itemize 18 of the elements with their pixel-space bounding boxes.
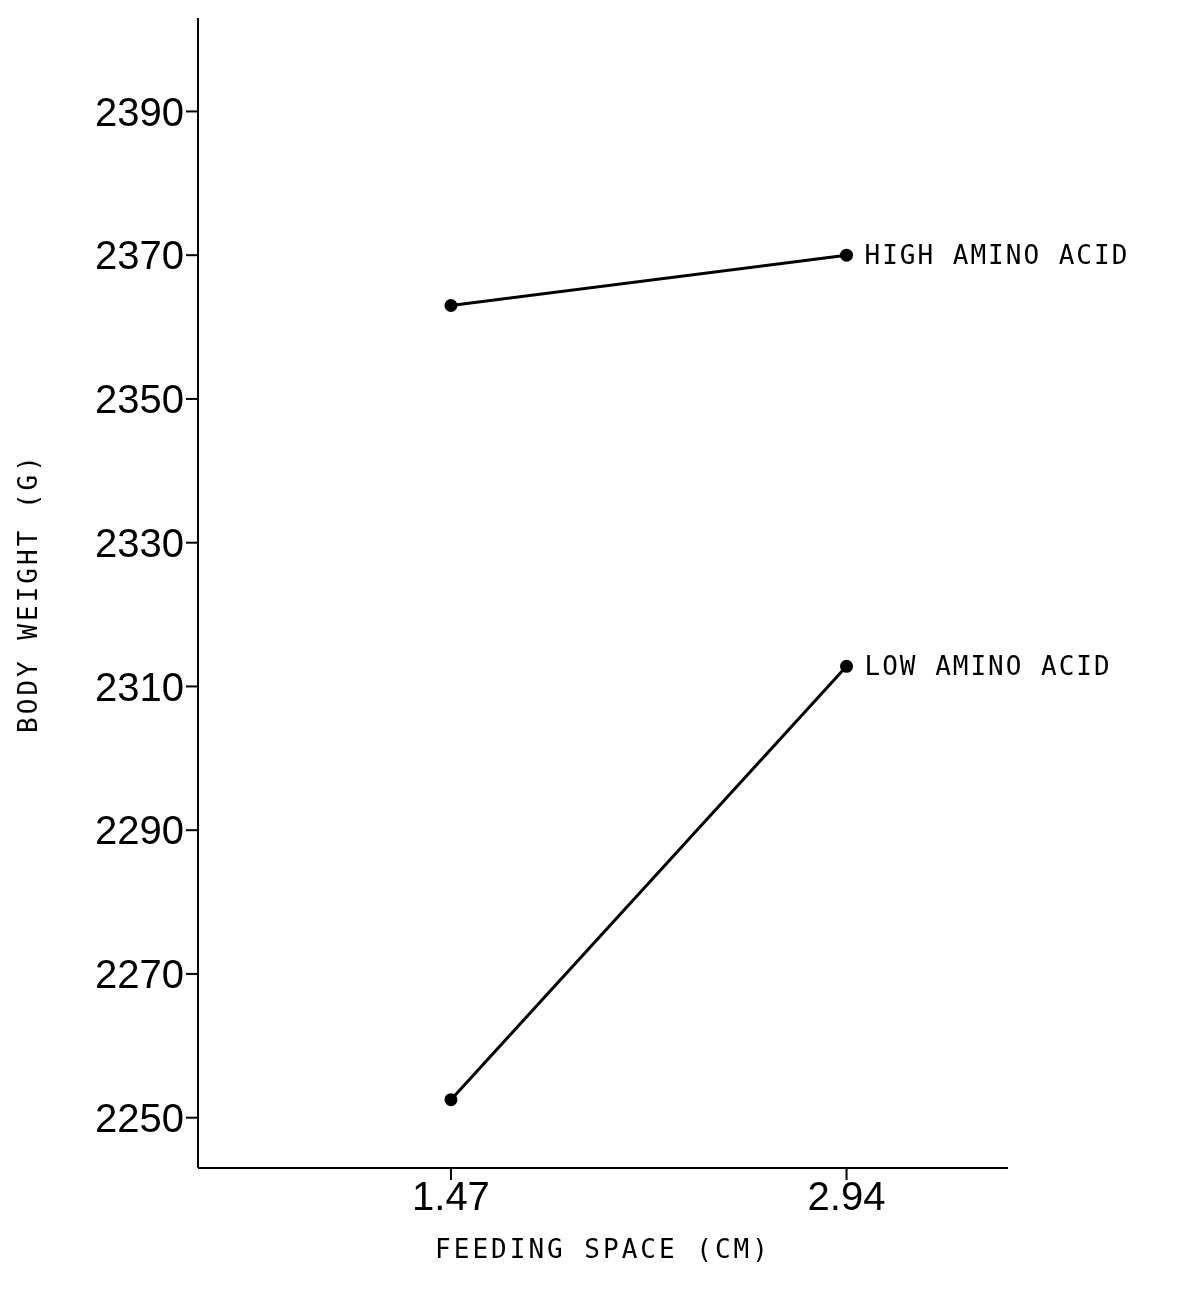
- point: [840, 659, 854, 673]
- point: [444, 299, 458, 312]
- series-label: HIGH AMINO ACID: [864, 240, 1130, 271]
- series-label: LOW AMINO ACID: [864, 651, 1112, 682]
- x-tick-label: 1.47: [412, 1174, 490, 1219]
- y-tick-label: 2250: [95, 1095, 184, 1140]
- y-tick-label: 2290: [95, 808, 184, 853]
- y-tick-label: 2310: [95, 664, 184, 709]
- y-tick-label: 2270: [95, 952, 184, 997]
- point: [444, 1093, 458, 1107]
- y-tick-label: 2350: [95, 377, 184, 422]
- x-axis-title: FEEDING SPACE (CM): [435, 1234, 771, 1264]
- y-tick-label: 2390: [95, 89, 184, 134]
- x-tick-label: 2.94: [807, 1174, 886, 1219]
- point: [840, 248, 854, 262]
- y-tick-label: 2370: [95, 233, 184, 278]
- y-tick-label: 2330: [95, 520, 184, 565]
- y-axis-title: BODY WEIGHT (G): [13, 453, 44, 733]
